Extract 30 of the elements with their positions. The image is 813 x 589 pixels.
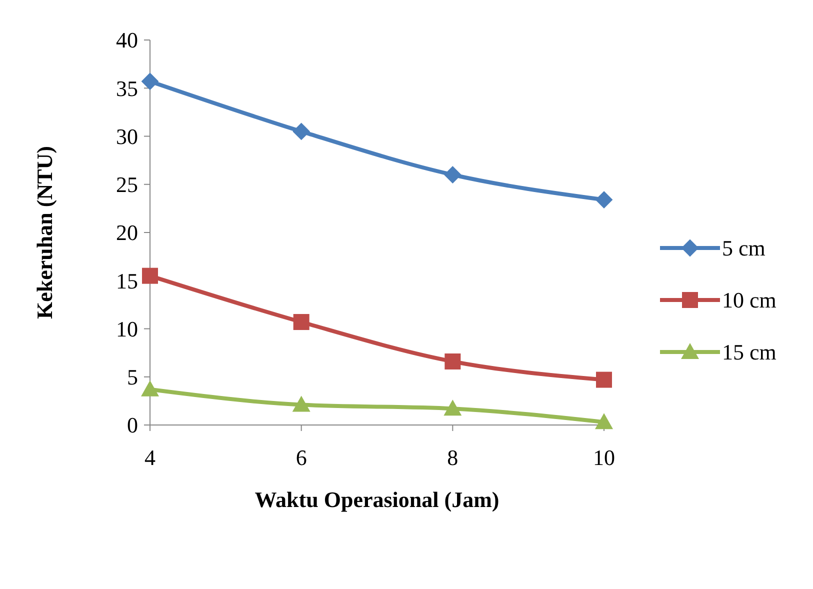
legend-label: 10 cm: [722, 288, 776, 313]
y-tick-label: 35: [116, 76, 138, 101]
legend-label: 5 cm: [722, 236, 766, 261]
point: [292, 396, 310, 412]
point: [444, 166, 462, 184]
y-tick-label: 15: [116, 268, 138, 294]
x-tick-label: 6: [296, 445, 307, 470]
y-axis-title: Kekeruhan (NTU): [32, 146, 57, 319]
y-tick-label: 0: [127, 412, 138, 438]
point: [292, 122, 310, 140]
point: [293, 314, 310, 330]
x-tick-label: 10: [593, 445, 615, 470]
y-tick-label: 30: [116, 124, 138, 149]
y-tick-label: 20: [116, 220, 138, 246]
point: [595, 413, 613, 430]
point: [596, 191, 612, 208]
point: [142, 268, 158, 284]
y-tick-label: 10: [116, 316, 138, 342]
point: [141, 380, 159, 396]
point: [142, 72, 158, 90]
y-tick-label: 5: [127, 364, 138, 390]
x-tick-label: 8: [447, 445, 458, 470]
legend-label: 15 cm: [722, 340, 776, 365]
point: [444, 353, 461, 370]
y-tick-label: 40: [116, 28, 138, 53]
point: [444, 400, 462, 416]
x-axis-title: Waktu Operasional (Jam): [254, 487, 500, 512]
x-tick-label: 4: [144, 445, 156, 470]
point: [596, 372, 612, 388]
y-tick-label: 25: [116, 172, 138, 198]
